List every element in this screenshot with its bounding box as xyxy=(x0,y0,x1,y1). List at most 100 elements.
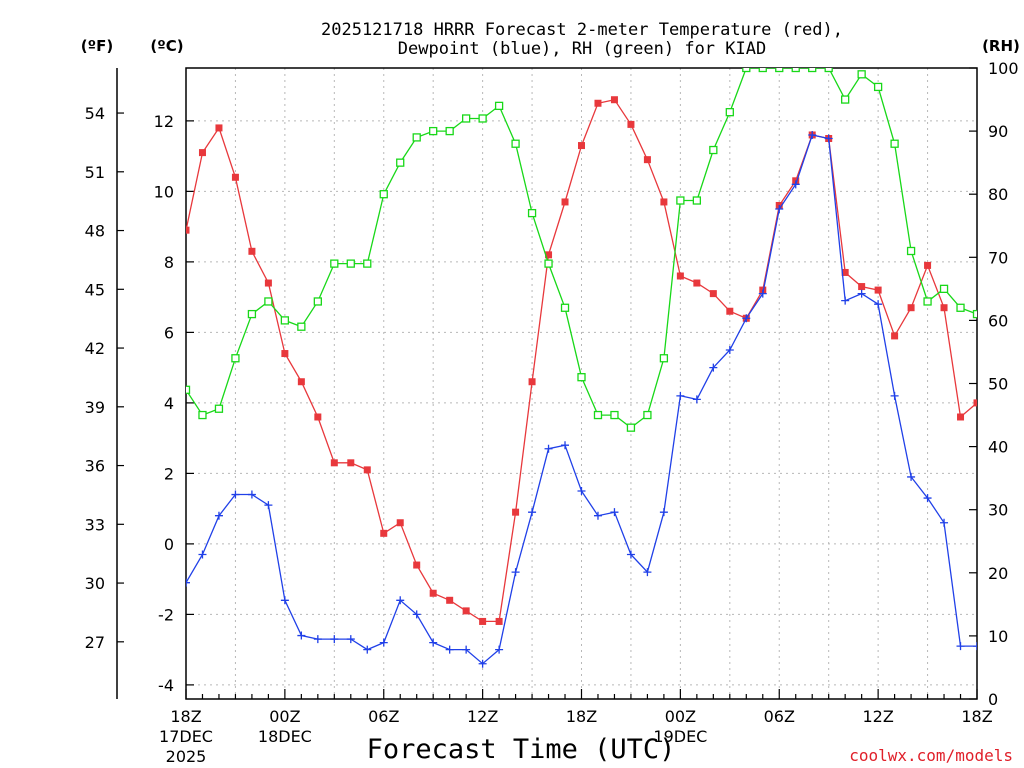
temperature-marker xyxy=(610,96,618,104)
x-tick-label: 18Z xyxy=(566,707,597,726)
rh-marker xyxy=(725,108,734,117)
rh-marker xyxy=(659,354,669,363)
rh-marker xyxy=(626,423,636,432)
dewpoint-marker xyxy=(247,490,256,499)
temperature-marker xyxy=(314,413,322,421)
dewpoint-marker xyxy=(264,501,273,510)
fahrenheit-tick-label: 30 xyxy=(85,574,105,593)
dewpoint-marker xyxy=(561,441,570,450)
rh-tick-label: 90 xyxy=(988,122,1008,141)
dewpoint-marker xyxy=(429,638,438,647)
rh-tick-label: 80 xyxy=(988,185,1008,204)
dewpoint-marker xyxy=(643,568,652,577)
rh-marker xyxy=(873,82,883,92)
rh-marker xyxy=(643,410,652,420)
dewpoint-marker xyxy=(495,645,504,654)
celsius-tick-label: 6 xyxy=(164,323,174,342)
rh-marker xyxy=(379,190,388,199)
dewpoint-marker xyxy=(692,395,701,404)
dewpoint-marker xyxy=(231,490,240,499)
dewpoint-marker xyxy=(214,511,223,520)
dewpoint-marker xyxy=(775,205,784,214)
rh-marker xyxy=(906,246,916,256)
fahrenheit-tick-label: 48 xyxy=(85,222,105,241)
temperature-marker xyxy=(396,519,404,527)
temperature-marker xyxy=(676,272,684,280)
axes: 27 30 33 36 39 42 45 48 51 54 -4 -2 0 2 4 6 8 10 12 0 10 20 30… xyxy=(85,59,1019,766)
temperature-marker xyxy=(578,142,585,150)
rh-marker xyxy=(742,68,751,73)
dewpoint-marker xyxy=(973,642,977,651)
dewpoint-marker xyxy=(280,596,289,605)
temperature-marker xyxy=(561,198,569,206)
dewpoint-marker xyxy=(758,289,767,298)
dewpoint-marker xyxy=(313,635,322,644)
dewpoint-marker xyxy=(709,363,718,372)
rh-marker xyxy=(791,68,800,73)
fahrenheit-unit-label: (ºF) xyxy=(81,37,113,55)
dewpoint-marker xyxy=(874,300,883,309)
dewpoint-marker xyxy=(940,518,949,527)
dewpoint-marker xyxy=(577,487,586,496)
rh-marker xyxy=(478,114,487,123)
rh-marker xyxy=(280,316,290,325)
rh-marker xyxy=(560,303,570,312)
fahrenheit-tick-label: 39 xyxy=(85,398,105,417)
temperature-marker xyxy=(495,617,503,625)
dewpoint-marker xyxy=(363,645,372,654)
rh-marker xyxy=(511,139,520,148)
rh-marker xyxy=(709,145,718,155)
rh-tick-label: 30 xyxy=(988,501,1008,520)
x-tick-label: 17DEC xyxy=(159,727,213,746)
rh-marker xyxy=(923,297,932,306)
series-rh xyxy=(186,68,977,432)
rh-marker xyxy=(186,385,191,394)
x-tick-label: 06Z xyxy=(368,707,399,726)
temperature-marker xyxy=(940,304,948,312)
rh-marker xyxy=(775,68,784,73)
dewpoint-marker xyxy=(824,134,833,143)
credit-label: coolwx.com/models xyxy=(849,746,1013,765)
temperature-marker xyxy=(281,350,289,358)
rh-marker xyxy=(593,410,603,420)
dewpoint-marker xyxy=(841,296,850,305)
data-series xyxy=(186,68,977,668)
temperature-marker xyxy=(709,290,717,298)
rh-marker xyxy=(313,297,322,306)
celsius-tick-label: 4 xyxy=(164,394,174,413)
rh-tick-label: 60 xyxy=(988,311,1008,330)
rh-marker xyxy=(264,297,273,306)
temperature-marker xyxy=(726,307,734,315)
temperature-marker xyxy=(297,378,305,386)
temperature-marker xyxy=(957,413,965,421)
rh-marker xyxy=(857,70,866,79)
x-tick-label: 06Z xyxy=(764,707,795,726)
rh-marker xyxy=(610,410,619,420)
dewpoint-marker xyxy=(198,550,207,559)
temperature-marker xyxy=(446,596,454,604)
rh-marker xyxy=(890,139,899,148)
rh-tick-label: 40 xyxy=(988,438,1008,457)
x-axis-label: Forecast Time (UTC) xyxy=(367,734,676,765)
dewpoint-marker xyxy=(396,596,405,605)
temperature-marker xyxy=(198,149,206,157)
rh-marker xyxy=(429,126,438,136)
temperature-marker xyxy=(248,247,256,255)
x-tick-label: 00Z xyxy=(665,707,696,726)
rh-marker xyxy=(939,284,949,294)
rh-marker xyxy=(412,133,421,142)
dewpoint-marker xyxy=(478,659,487,668)
temperature-marker xyxy=(347,459,355,467)
fahrenheit-tick-label: 54 xyxy=(85,104,105,123)
temperature-marker xyxy=(512,508,520,516)
rh-tick-label: 20 xyxy=(988,564,1008,583)
dewpoint-marker xyxy=(462,645,471,654)
rh-marker xyxy=(544,259,553,268)
x-tick-label: 2025 xyxy=(166,747,207,766)
rh-marker xyxy=(247,309,257,319)
fahrenheit-tick-label: 42 xyxy=(85,339,105,358)
series-temperature xyxy=(186,96,977,625)
rh-marker xyxy=(396,158,405,167)
temperature-marker xyxy=(643,156,651,164)
temperature-marker xyxy=(693,279,701,287)
